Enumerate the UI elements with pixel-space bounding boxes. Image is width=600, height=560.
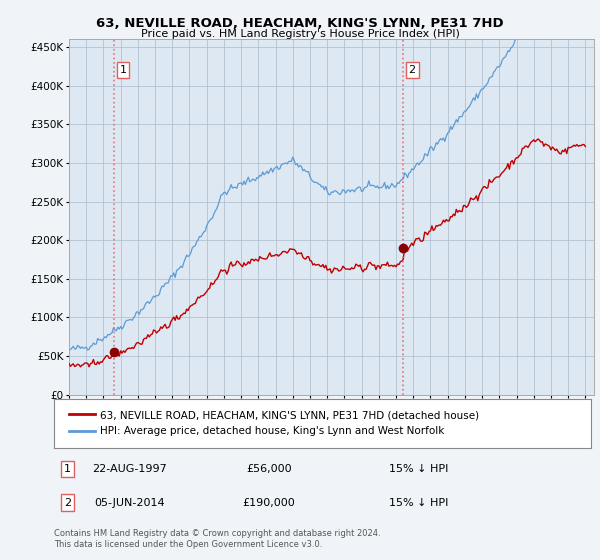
Text: Contains HM Land Registry data © Crown copyright and database right 2024.
This d: Contains HM Land Registry data © Crown c… <box>54 529 380 549</box>
Legend: 63, NEVILLE ROAD, HEACHAM, KING'S LYNN, PE31 7HD (detached house), HPI: Average : 63, NEVILLE ROAD, HEACHAM, KING'S LYNN, … <box>65 406 483 441</box>
Text: 2: 2 <box>409 65 416 75</box>
Text: 63, NEVILLE ROAD, HEACHAM, KING'S LYNN, PE31 7HD: 63, NEVILLE ROAD, HEACHAM, KING'S LYNN, … <box>96 17 504 30</box>
Text: £56,000: £56,000 <box>246 464 292 474</box>
Text: £190,000: £190,000 <box>242 498 295 507</box>
Text: 1: 1 <box>119 65 127 75</box>
Text: 15% ↓ HPI: 15% ↓ HPI <box>389 498 449 507</box>
Text: 1: 1 <box>64 464 71 474</box>
Text: Price paid vs. HM Land Registry's House Price Index (HPI): Price paid vs. HM Land Registry's House … <box>140 29 460 39</box>
Text: 15% ↓ HPI: 15% ↓ HPI <box>389 464 449 474</box>
Text: 05-JUN-2014: 05-JUN-2014 <box>94 498 164 507</box>
Text: 2: 2 <box>64 498 71 507</box>
Text: 22-AUG-1997: 22-AUG-1997 <box>92 464 167 474</box>
